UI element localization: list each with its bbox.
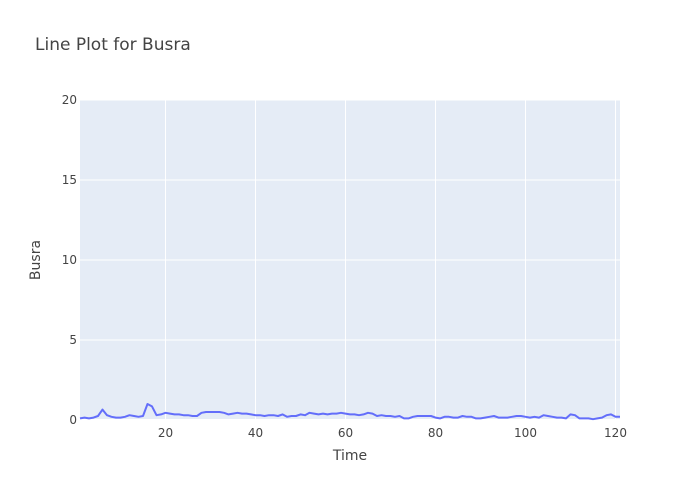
y-tick-label: 5 bbox=[69, 333, 77, 347]
y-tick-label: 0 bbox=[69, 413, 77, 427]
x-tick-label: 60 bbox=[338, 426, 353, 440]
data-series bbox=[79, 403, 620, 421]
y-tick-label: 20 bbox=[62, 93, 77, 107]
axis-ticks: 0 5 10 15 20 20 40 60 80 100 120 bbox=[62, 93, 627, 440]
y-axis-title: Busra bbox=[28, 240, 44, 280]
x-tick-label: 120 bbox=[604, 426, 627, 440]
grid-lines bbox=[80, 99, 620, 421]
series-line bbox=[79, 403, 620, 421]
x-tick-label: 80 bbox=[428, 426, 443, 440]
y-tick-label: 15 bbox=[62, 173, 77, 187]
x-axis-title: Time bbox=[332, 448, 367, 464]
y-tick-label: 10 bbox=[62, 253, 77, 267]
x-tick-label: 40 bbox=[248, 426, 263, 440]
x-tick-label: 20 bbox=[158, 426, 173, 440]
chart-title: Line Plot for Busra bbox=[35, 35, 191, 55]
x-tick-label: 100 bbox=[514, 426, 537, 440]
